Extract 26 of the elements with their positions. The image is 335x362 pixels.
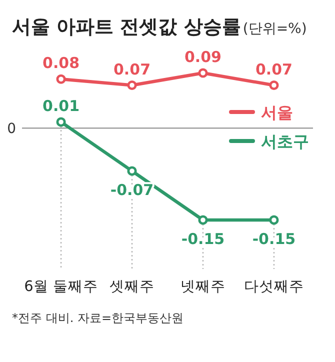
point xyxy=(127,166,137,176)
data-label: -0.15 xyxy=(252,230,296,248)
point xyxy=(269,215,279,225)
chart-title: 서울 아파트 전셋값 상승률 xyxy=(12,16,241,38)
x-tick-label: 넷째주 xyxy=(180,279,226,295)
point xyxy=(198,215,208,225)
data-label: 0.08 xyxy=(42,54,80,72)
legend-label: 서울 xyxy=(261,102,293,122)
text: *전주 대비. 자료=한국부동산원 xyxy=(12,311,184,325)
data-label: -0.15 xyxy=(181,230,225,248)
ref-line-label: 0 xyxy=(7,121,16,138)
point xyxy=(127,80,137,90)
point xyxy=(56,117,66,127)
x-tick-label: 다섯째주 xyxy=(244,279,304,295)
legend-label: 서초구 xyxy=(261,132,309,151)
chart-subtitle: (단위=%) xyxy=(242,21,307,37)
data-label: 0.09 xyxy=(184,48,222,66)
data-label: 0.01 xyxy=(42,97,80,115)
point xyxy=(56,74,66,84)
x-tick-label: 셋째주 xyxy=(110,279,155,295)
data-label: -0.07 xyxy=(110,181,154,199)
point xyxy=(269,80,279,90)
x-tick-label: 6월 둘째주 xyxy=(24,279,98,295)
data-label: 0.07 xyxy=(255,60,292,78)
point xyxy=(198,68,208,78)
data-label: 0.07 xyxy=(114,60,151,78)
